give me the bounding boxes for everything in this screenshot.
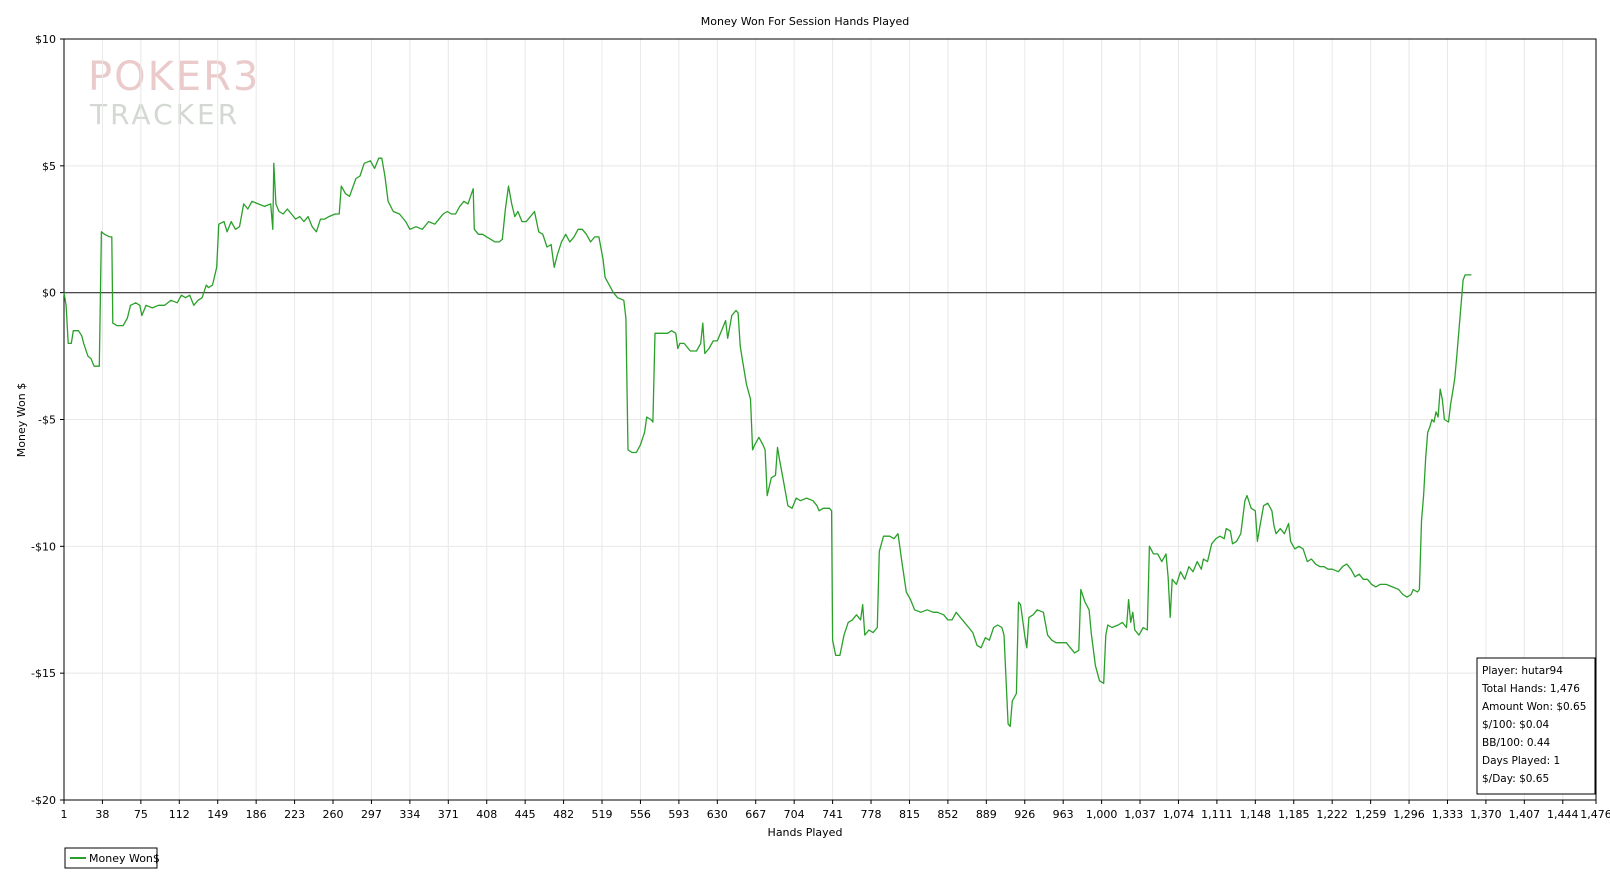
x-tick-label: 260: [323, 808, 344, 821]
series-layer: [63, 157, 1472, 728]
x-tick-label: 926: [1014, 808, 1035, 821]
legend-frame: [64, 847, 158, 869]
chart-title: Money Won For Session Hands Played: [701, 15, 909, 28]
x-tick-label: 815: [899, 808, 920, 821]
series-line-money-won: [63, 157, 1472, 728]
x-tick-label: 1,444: [1547, 808, 1579, 821]
legend[interactable]: Money Won$: [64, 847, 160, 869]
x-tick-label: 778: [861, 808, 882, 821]
x-tick-label: 852: [937, 808, 958, 821]
x-tick-label: 593: [668, 808, 689, 821]
plot-frame: [63, 38, 1597, 801]
legend-label: Money Won$: [89, 852, 160, 865]
x-tick-label: 1,370: [1470, 808, 1502, 821]
x-tick-label: 704: [784, 808, 805, 821]
info-amount-won: Amount Won: $0.65: [1482, 701, 1586, 713]
x-tick-label: 630: [707, 808, 728, 821]
x-tick-label: 963: [1053, 808, 1074, 821]
x-tick-label: 1,074: [1163, 808, 1195, 821]
x-tick-label: 1,259: [1355, 808, 1387, 821]
y-tick-label: -$15: [31, 667, 56, 680]
x-tick-label: 371: [438, 808, 459, 821]
x-tick-label: 297: [361, 808, 382, 821]
x-tick-label: 889: [976, 808, 997, 821]
y-axis-label: Money Won $: [15, 383, 28, 457]
x-tick-label: 1,407: [1509, 808, 1541, 821]
y-tick-label: $0: [42, 287, 56, 300]
x-tick-label: 1,037: [1124, 808, 1156, 821]
x-tick-label: 223: [284, 808, 305, 821]
info-per-day: $/Day: $0.65: [1482, 773, 1549, 785]
info-days-played: Days Played: 1: [1482, 755, 1560, 767]
stats-info-box: Player: hutar94 Total Hands: 1,476 Amoun…: [1476, 657, 1596, 795]
x-tick-label: 1,222: [1316, 808, 1348, 821]
x-tick-label: 408: [476, 808, 497, 821]
x-tick-label: 1,333: [1432, 808, 1464, 821]
pokertracker-watermark-logo: POKER3 TRACKER: [88, 54, 260, 131]
x-tick-label: 75: [134, 808, 148, 821]
x-tick-label: 445: [515, 808, 536, 821]
watermark-line2: TRACKER: [89, 98, 240, 131]
x-tick-label: 186: [246, 808, 267, 821]
info-bb-per-100: BB/100: 0.44: [1482, 737, 1551, 749]
x-tick-label: 667: [745, 808, 766, 821]
tick-labels: 1 38 75 112 149 186 223 260 297 334 371 408 445 482 51…: [31, 33, 1610, 821]
x-tick-label: 149: [207, 808, 228, 821]
y-tick-label: -$5: [38, 414, 56, 427]
x-tick-label: 1,148: [1240, 808, 1272, 821]
x-axis-label: Hands Played: [768, 826, 843, 839]
axes: [60, 38, 1597, 804]
info-per-100: $/100: $0.04: [1482, 719, 1550, 731]
x-tick-label: 1,000: [1086, 808, 1118, 821]
x-tick-label: 482: [553, 808, 574, 821]
x-tick-label: 1,185: [1278, 808, 1310, 821]
info-player: Player: hutar94: [1482, 665, 1563, 677]
info-total-hands: Total Hands: 1,476: [1481, 683, 1580, 695]
x-tick-label: 1: [61, 808, 68, 821]
x-tick-label: 1,111: [1201, 808, 1233, 821]
y-tick-label: $5: [42, 160, 56, 173]
x-tick-label: 112: [169, 808, 190, 821]
y-tick-label: -$20: [31, 794, 56, 807]
x-tick-label: 38: [95, 808, 109, 821]
y-tick-label: -$10: [31, 540, 56, 553]
x-tick-label: 556: [630, 808, 651, 821]
x-tick-label: 334: [399, 808, 420, 821]
watermark-line1: POKER3: [88, 54, 260, 100]
x-tick-label: 1,476: [1580, 808, 1610, 821]
x-tick-label: 741: [822, 808, 843, 821]
x-tick-label: 519: [592, 808, 613, 821]
x-tick-label: 1,296: [1393, 808, 1425, 821]
y-tick-label: $10: [35, 33, 56, 46]
info-box-frame: [1476, 657, 1596, 795]
